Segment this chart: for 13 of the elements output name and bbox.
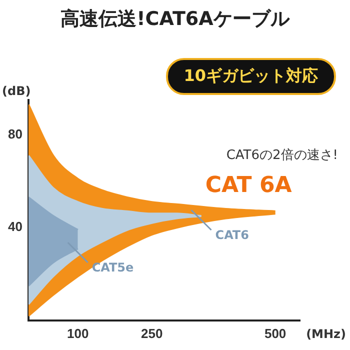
x-tick-label: 250 [141,326,163,341]
y-tick-label: 40 [8,219,22,234]
y-axis-title: (dB) [2,84,31,98]
series-label: CAT6 [215,228,249,242]
chart-subtitle: 10ギガビット対応 [166,58,336,95]
series-label: CAT 6A [205,173,292,198]
x-tick-label: 100 [66,326,89,341]
x-tick-label: 500 [264,326,286,341]
annotation: CAT6の2倍の速さ! [226,147,338,164]
chart-title: 高速伝送!CAT6Aケーブル [60,7,291,32]
series-label: CAT5e [92,260,134,275]
x-axis-title: (MHz) [306,327,346,341]
y-tick-label: 80 [8,126,22,142]
